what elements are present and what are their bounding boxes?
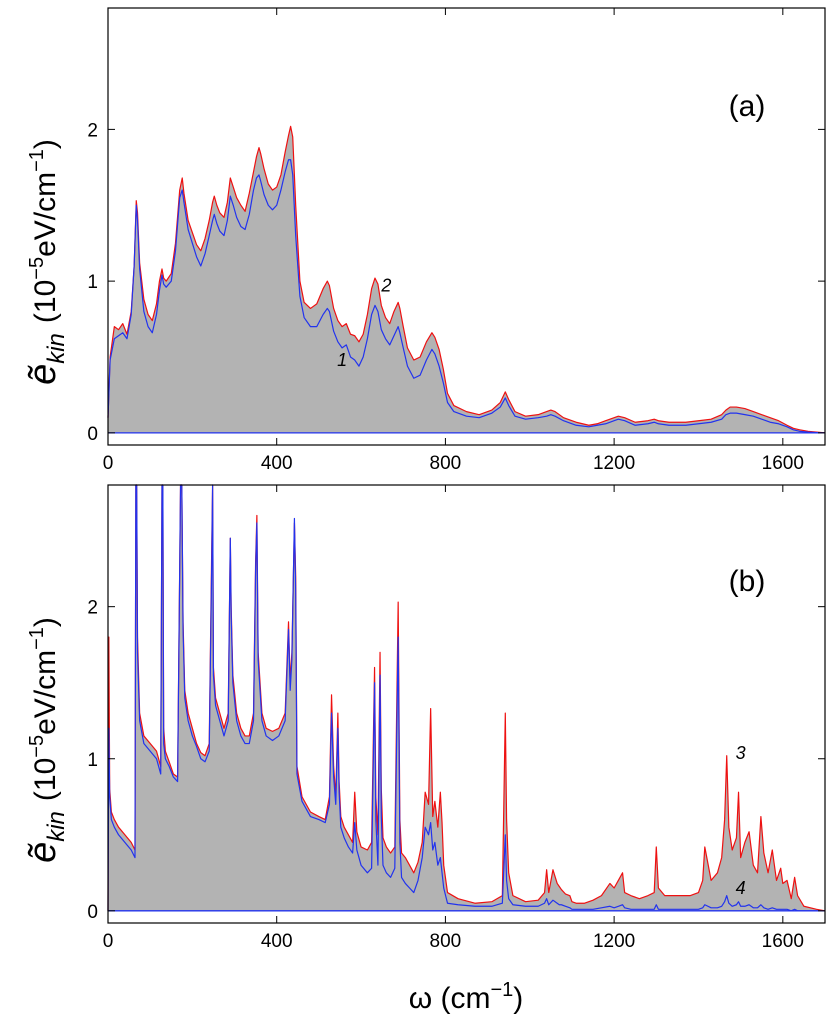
- panel-b-xlabel: ω (cm−1): [409, 979, 524, 1015]
- panel-a-ytick-label-0: 0: [87, 424, 98, 445]
- panel-a-xtick-label-1200: 1200: [593, 453, 635, 474]
- panel-b-ylabel-unit-mid: eV/cm: [29, 650, 62, 735]
- panel-a-ylabel-main: ẽ: [22, 364, 64, 385]
- panel-b-xtick-label-400: 400: [261, 931, 293, 952]
- panel-a-ylabel-unit-post: ): [29, 139, 62, 149]
- panel-b-ytick-label-2: 2: [87, 598, 98, 619]
- panel-b-ylabel-unit-exp: −5: [26, 735, 48, 758]
- panel-b-panel-label: (b): [729, 565, 766, 598]
- panel-b-xlabel-exp: −1: [490, 979, 513, 1001]
- panel-b-xtick-label-0: 0: [103, 931, 114, 952]
- panel-a-ylabel-unit-exp2: −1: [26, 149, 48, 172]
- panel-b-ytick-label-1: 1: [87, 750, 98, 771]
- panel-a-panel-label: (a): [729, 90, 766, 123]
- panel-a-axes-frame: [107, 7, 826, 446]
- panel-a-fill-area: [108, 126, 825, 433]
- panel-b-ylabel: ẽkin (10−5eV/cm−1): [22, 617, 70, 863]
- panel-b-ylabel-main: ẽ: [22, 842, 64, 863]
- panel-b-ylabel-unit-post: ): [29, 617, 62, 627]
- panel-a-xtick-label-0: 0: [103, 453, 114, 474]
- panel-a-ytick-label-1: 1: [87, 272, 98, 293]
- panel-a-series-lower-line: [107, 159, 826, 434]
- panel-a-ylabel-unit-exp: −5: [26, 257, 48, 280]
- panel-a-ylabel-sub: kin: [43, 333, 70, 364]
- panel-a-ylabel: ẽkin (10−5eV/cm−1): [22, 139, 70, 385]
- panel-b-xlabel-post: ): [513, 982, 523, 1015]
- panel-b-xtick-label-1600: 1600: [762, 931, 804, 952]
- panel-b-ylabel-sub: kin: [43, 811, 70, 842]
- panel-b-series-lower-line: [107, 484, 825, 912]
- panel-b-ylabel-unit-pre: (10: [29, 758, 62, 801]
- panel-a-xtick-label-400: 400: [261, 453, 293, 474]
- panel-a: ẽkin (10−5eV/cm−1) 0 400 800 1200 1600 0 1 2 (a) 2…: [22, 7, 826, 474]
- panel-a-xtick-label-800: 800: [430, 453, 462, 474]
- panel-b-xtick-label-800: 800: [430, 931, 462, 952]
- panel-a-curve-label-1: 1: [337, 350, 347, 370]
- panel-b-series-upper-line: [107, 484, 826, 912]
- panel-b-curve-label-3: 3: [736, 743, 746, 763]
- panel-a-ylabel-unit-pre: (10: [29, 280, 62, 323]
- panel-b-ylabel-unit-exp2: −1: [26, 627, 48, 650]
- panel-a-series-upper-line: [107, 125, 826, 434]
- panel-b: ẽkin(10−5eV/cm−1) ω (cm−1) 0 400 800 1200 16…: [22, 484, 826, 1015]
- panel-b-xtick-label-1200: 1200: [593, 931, 635, 952]
- panel-b-curve-label-4: 4: [736, 878, 746, 898]
- panel-a-ylabel-unit-mid: eV/cm: [29, 172, 62, 257]
- panel-b-fill-area: [108, 485, 825, 911]
- panel-b-xlabel-main: ω (cm: [409, 982, 491, 1015]
- panel-b-axes-frame: [107, 484, 826, 924]
- panel-a-xtick-label-1600: 1600: [762, 453, 804, 474]
- panel-a-curve-label-2: 2: [380, 276, 391, 296]
- panel-a-ytick-label-2: 2: [87, 120, 98, 141]
- panel-b-ytick-label-0: 0: [87, 902, 98, 923]
